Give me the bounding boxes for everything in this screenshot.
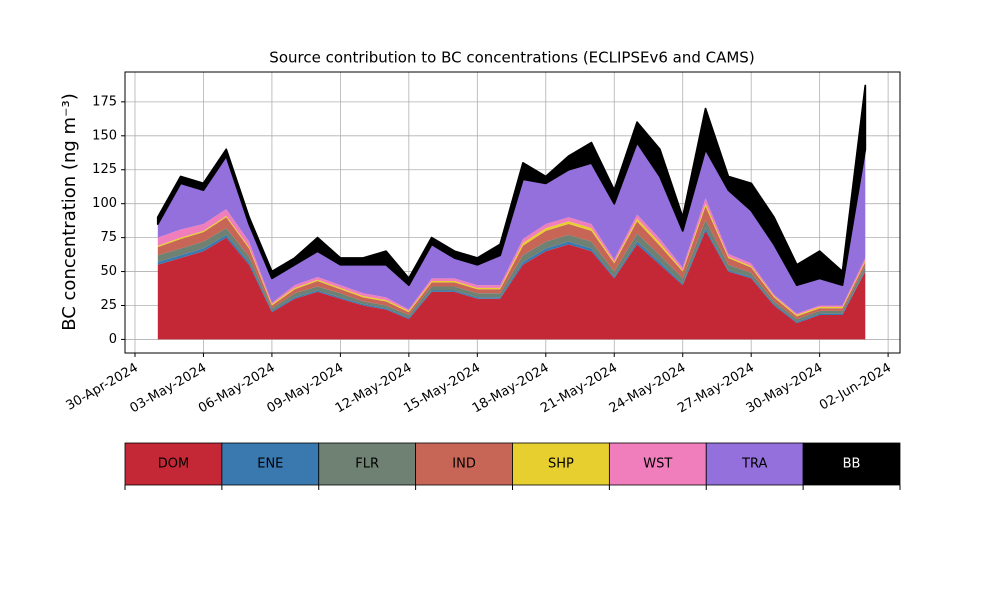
x-tick-label: 24-May-2024 xyxy=(607,361,689,417)
legend-label: IND xyxy=(452,457,476,472)
area xyxy=(157,206,866,320)
x-tick-label: 27-May-2024 xyxy=(675,361,757,417)
y-tick-label: 125 xyxy=(92,162,117,177)
x-tick-label: 15-May-2024 xyxy=(401,361,483,417)
area xyxy=(156,84,867,287)
legend-label: BB xyxy=(843,457,861,472)
legend-label: FLR xyxy=(355,457,379,472)
legend-label: WST xyxy=(643,457,672,472)
y-tick-label: 100 xyxy=(92,196,117,211)
chart-title: Source contribution to BC concentrations… xyxy=(269,49,754,67)
y-tick-label: 25 xyxy=(100,298,117,313)
x-tick-label: 12-May-2024 xyxy=(333,361,415,417)
y-tick-label: 150 xyxy=(92,128,117,143)
legend-swatch xyxy=(608,442,707,486)
y-tick-label: 0 xyxy=(109,332,117,347)
y-tick-label: 175 xyxy=(92,94,117,109)
area xyxy=(157,230,866,340)
legend-swatch xyxy=(221,442,320,486)
area xyxy=(157,228,866,324)
legend-swatch xyxy=(415,442,513,486)
x-tick-label: 06-May-2024 xyxy=(196,361,278,417)
legend-label: ENE xyxy=(257,457,283,472)
legend-label: TRA xyxy=(741,457,767,472)
x-tick-label: 21-May-2024 xyxy=(538,361,620,417)
x-tick-label: 30-May-2024 xyxy=(744,361,826,417)
x-tick-label: 09-May-2024 xyxy=(264,361,346,417)
x-tick-label: 02-Jun-2024 xyxy=(817,361,894,414)
legend-label: SHP xyxy=(548,457,574,472)
x-tick-label: 18-May-2024 xyxy=(470,361,552,417)
y-tick-label: 50 xyxy=(100,264,117,279)
plot-frame xyxy=(124,71,901,354)
legend-swatch xyxy=(705,442,804,486)
area xyxy=(157,142,866,314)
legend-swatch xyxy=(802,442,901,486)
x-tick-label: 03-May-2024 xyxy=(128,361,210,417)
legend-label: DOM xyxy=(158,457,189,472)
legend-swatch xyxy=(124,442,223,486)
legend-swatch xyxy=(512,442,610,486)
y-tick-label: 75 xyxy=(100,230,117,245)
y-axis-label: BC concentration (ng m⁻³) xyxy=(59,93,80,331)
